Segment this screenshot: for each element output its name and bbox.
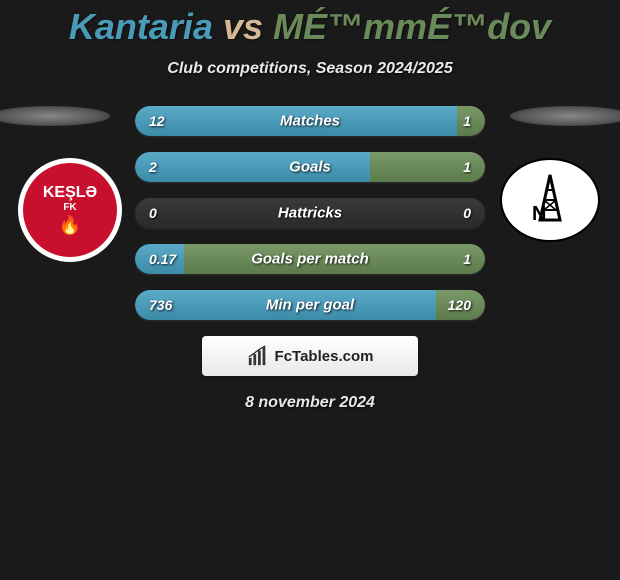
infographic-container: Kantaria vs MÉ™mmÉ™dov Club competitions… xyxy=(0,0,620,580)
stat-label: Matches xyxy=(280,113,340,130)
stat-value-right: 1 xyxy=(463,159,471,175)
stat-label: Min per goal xyxy=(266,297,354,314)
date-label: 8 november 2024 xyxy=(0,394,620,412)
stat-value-right: 120 xyxy=(448,297,471,313)
shadow-right xyxy=(510,106,620,126)
stat-value-left: 12 xyxy=(149,113,165,129)
oil-derrick-icon: N xyxy=(520,170,580,230)
stat-row: 12 Matches 1 xyxy=(135,106,485,136)
stat-value-left: 0.17 xyxy=(149,251,176,267)
flame-icon: 🔥 xyxy=(59,215,81,236)
club-left-sub: FK xyxy=(63,202,76,213)
chart-icon xyxy=(247,345,269,367)
title-player1: Kantaria xyxy=(69,6,213,47)
page-title: Kantaria vs MÉ™mmÉ™dov xyxy=(0,0,620,48)
stat-row: 2 Goals 1 xyxy=(135,152,485,182)
club-badge-left: KEŞLƏ FK 🔥 xyxy=(18,158,122,262)
club-left-name: KEŞLƏ xyxy=(43,184,97,202)
stat-row: 0.17 Goals per match 1 xyxy=(135,244,485,274)
stat-value-right: 0 xyxy=(463,205,471,221)
club-badge-left-inner: KEŞLƏ FK 🔥 xyxy=(23,163,117,257)
title-player2: MÉ™mmÉ™dov xyxy=(273,6,551,47)
svg-text:N: N xyxy=(532,203,546,225)
stat-value-left: 736 xyxy=(149,297,172,313)
title-vs: vs xyxy=(223,6,263,47)
stat-value-left: 2 xyxy=(149,159,157,175)
stat-row: 736 Min per goal 120 xyxy=(135,290,485,320)
stat-value-right: 1 xyxy=(463,113,471,129)
stat-value-right: 1 xyxy=(463,251,471,267)
brand-box[interactable]: FcTables.com xyxy=(202,336,418,376)
brand-text: FcTables.com xyxy=(275,348,374,365)
shadow-left xyxy=(0,106,110,126)
stat-row: 0 Hattricks 0 xyxy=(135,198,485,228)
stat-label: Hattricks xyxy=(278,205,342,222)
stat-fill-left xyxy=(135,152,370,182)
content-row: KEŞLƏ FK 🔥 N 12Matches12Goals10Hattricks… xyxy=(0,106,620,320)
club-badge-right: N xyxy=(500,158,600,242)
stats-area: 12Matches12Goals10Hattricks00.17Goals pe… xyxy=(135,106,485,320)
stat-value-left: 0 xyxy=(149,205,157,221)
stat-label: Goals per match xyxy=(251,251,369,268)
stat-label: Goals xyxy=(289,159,331,176)
subtitle: Club competitions, Season 2024/2025 xyxy=(0,60,620,78)
